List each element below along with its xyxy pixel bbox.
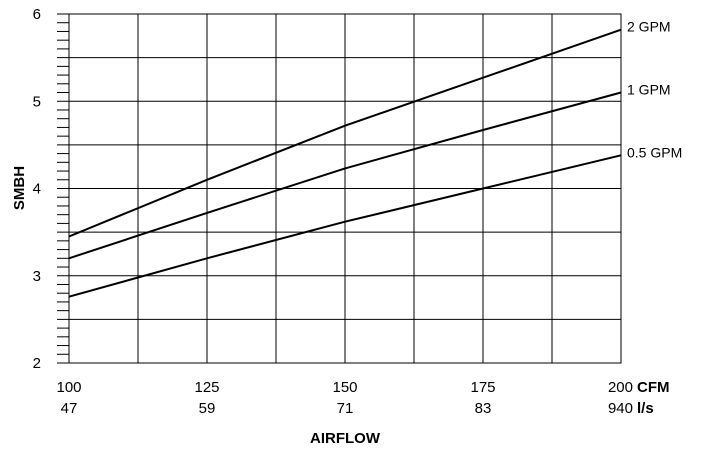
y-minor-ticks xyxy=(57,13,69,364)
x-tick-label-ls: 83 xyxy=(475,400,492,417)
x-tick-label-ls: 71 xyxy=(337,400,354,417)
x-tick-label-cfm: 175 xyxy=(470,379,495,396)
x-tick-label-cfm: 200 xyxy=(608,379,633,396)
x-tick-label-ls: 47 xyxy=(61,400,78,417)
series-label: 2 GPM xyxy=(627,19,671,35)
x-axis-title: AIRFLOW xyxy=(310,430,381,447)
series-label: 0.5 GPM xyxy=(627,144,682,160)
x-tick-label-cfm: 125 xyxy=(194,379,219,396)
y-axis-title: SMBH xyxy=(11,166,28,210)
x-tick-label-cfm: 150 xyxy=(332,379,357,396)
x-tick-label-ls: 940 xyxy=(608,400,633,417)
y-tick-label: 3 xyxy=(33,268,41,285)
series-label: 1 GPM xyxy=(627,82,671,98)
y-tick-label: 4 xyxy=(33,181,41,198)
grid xyxy=(69,14,621,363)
series-labels: 2 GPM 1 GPM 0.5 GPM xyxy=(627,19,682,161)
x-tick-label-ls: 59 xyxy=(199,400,216,417)
plot-frame xyxy=(68,13,622,364)
series-lines xyxy=(68,28,622,298)
x-unit-cfm: CFM xyxy=(637,379,670,396)
y-tick-labels: 2 3 4 5 6 xyxy=(33,6,41,372)
y-tick-label: 6 xyxy=(33,6,41,23)
x-unit-ls: l/s xyxy=(637,400,654,417)
series-line xyxy=(68,154,622,298)
y-tick-label: 2 xyxy=(33,355,41,372)
y-tick-label: 5 xyxy=(33,93,41,110)
x-tick-label-cfm: 100 xyxy=(56,379,81,396)
series-line xyxy=(68,28,622,238)
series-line xyxy=(68,91,622,260)
